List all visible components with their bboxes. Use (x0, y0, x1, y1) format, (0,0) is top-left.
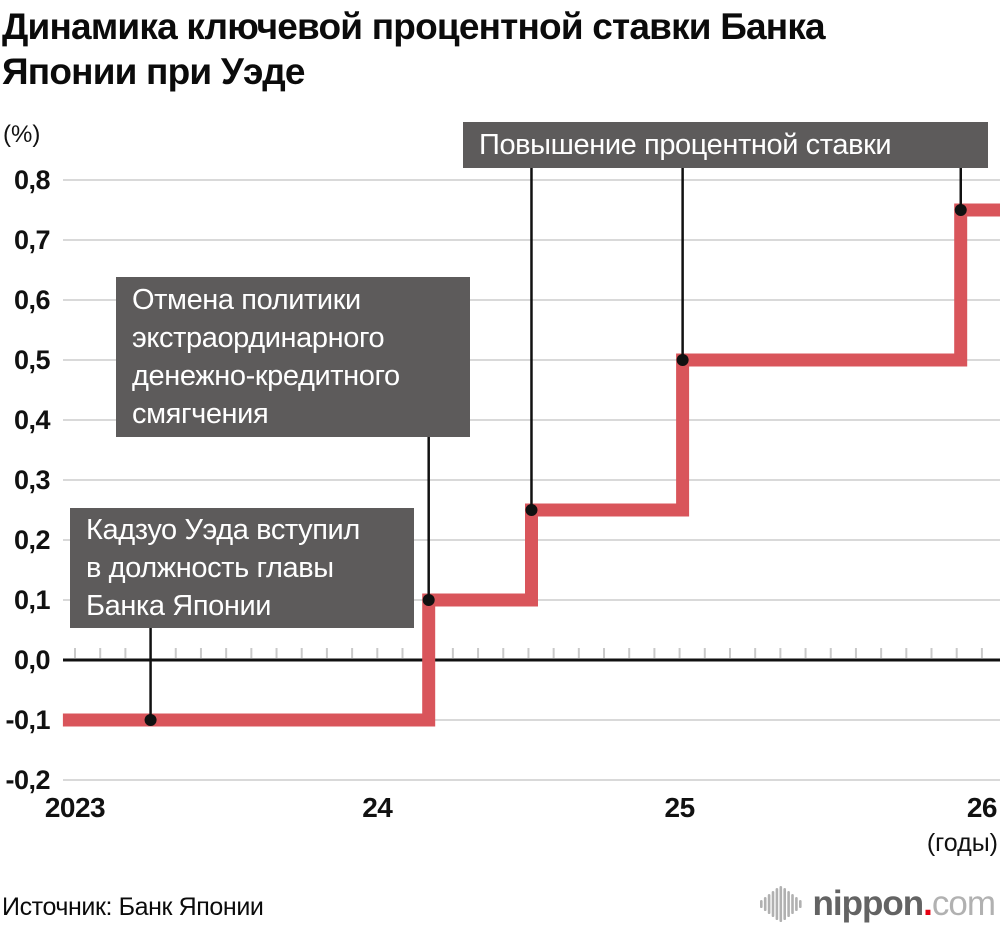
x-tick-label: 2023 (45, 792, 105, 823)
annotation-point-marker (954, 204, 967, 216)
annotation-box-easing-policy-end: Отмена политики экстраординарного денежно-… (116, 277, 470, 437)
annotation-text-line: в должность главы (86, 552, 334, 584)
annotation-point-marker (144, 714, 157, 726)
y-tick-label: 0,3 (14, 465, 51, 495)
y-tick-label: 0,2 (14, 525, 50, 555)
annotation-box-ueda-appointment: Кадзуо Уэда вступил в должность главы Банк… (70, 508, 414, 628)
x-axis-unit-label: (годы) (927, 829, 998, 857)
page-title: Динамика ключевой процентной ставки Банк… (2, 4, 962, 94)
nippon-wordmark: nippon.com (812, 884, 996, 924)
y-axis-unit-label: (%) (3, 121, 40, 148)
y-tick-label: 0,8 (14, 165, 51, 195)
annotation-text-line: денежно-кредитного (132, 360, 400, 392)
nippon-logo: nippon.com (759, 883, 996, 925)
logo-brand-text: nippon (812, 884, 925, 923)
y-tick-label: -0,1 (5, 705, 50, 735)
annotation-text-line: Кадзуо Уэда вступил (86, 514, 360, 546)
logo-tld-text: com (931, 884, 996, 923)
annotation-box-rate-hikes: Повышение процентной ставки (463, 122, 988, 168)
annotation-text-line: Повышение процентной ставки (479, 129, 892, 161)
y-tick-label: 0,1 (14, 585, 51, 615)
annotation-point-marker (525, 504, 538, 516)
annotation-text-line: Банка Японии (86, 590, 272, 622)
y-tick-label: 0,5 (14, 345, 51, 375)
page-title-line-2: Японии при Уэде (2, 51, 305, 92)
source-caption: Источник: Банк Японии (2, 893, 264, 921)
y-tick-label: 0,4 (14, 405, 51, 435)
y-tick-label: 0,6 (14, 285, 51, 315)
y-tick-label: 0,0 (14, 645, 50, 675)
annotation-point-marker (422, 594, 435, 606)
annotation-text-line: смягчения (132, 398, 269, 430)
logo-dot: . (923, 884, 933, 923)
y-tick-label: -0,2 (5, 765, 50, 795)
page-title-line-1: Динамика ключевой процентной ставки Банк… (2, 6, 826, 47)
annotation-text-line: Отмена политики (132, 284, 361, 316)
x-tick-label: 24 (362, 792, 393, 823)
annotation-text-line: экстраординарного (132, 322, 385, 354)
x-tick-label: 26 (967, 792, 997, 823)
y-tick-label: 0,7 (14, 225, 50, 255)
soundwave-bars-icon (759, 886, 802, 922)
x-tick-label: 25 (665, 792, 695, 823)
rate-step-line (62, 203, 1000, 727)
annotation-point-marker (676, 354, 689, 366)
